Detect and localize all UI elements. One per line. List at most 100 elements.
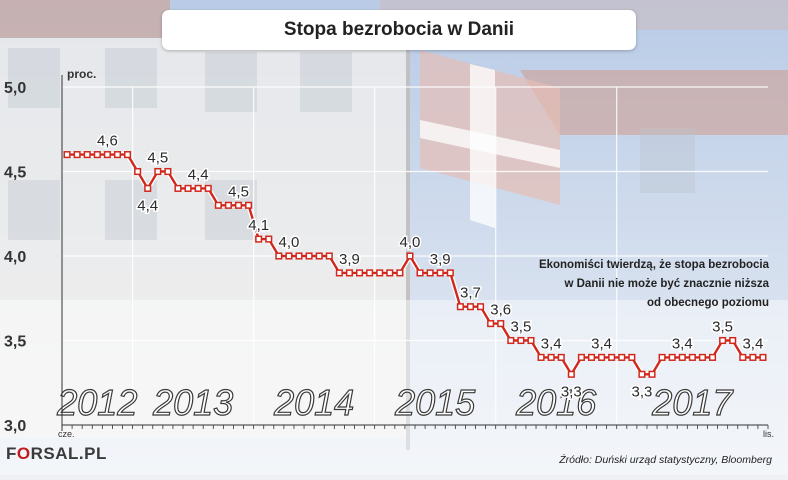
- data-point: [416, 269, 424, 277]
- data-point: [456, 303, 464, 311]
- data-point: [295, 252, 303, 260]
- logo-text-prefix: F: [6, 444, 17, 463]
- year-label: 2014: [273, 382, 354, 423]
- data-point: [567, 370, 575, 378]
- x-start-label: cze.: [58, 429, 75, 439]
- data-point: [719, 336, 727, 345]
- source-note: Źródło: Duński urząd statystyczny, Bloom…: [559, 454, 772, 466]
- chart-title-box: Stopa bezrobocia w Danii: [162, 10, 636, 50]
- data-point: [144, 184, 152, 192]
- data-label: 4,0: [278, 234, 299, 251]
- data-label: 3,4: [541, 335, 562, 352]
- series-line: [67, 152, 763, 377]
- data-point: [678, 353, 686, 361]
- data-label: 4,1: [248, 217, 269, 234]
- data-point: [154, 167, 162, 176]
- data-point: [285, 252, 293, 260]
- data-label: 3,9: [430, 251, 451, 268]
- data-point: [446, 269, 454, 277]
- data-point: [103, 151, 111, 159]
- y-tick-label: 4,5: [4, 165, 26, 182]
- data-label: 3,4: [742, 335, 763, 352]
- data-point: [124, 151, 132, 159]
- series-line-path: [67, 153, 763, 376]
- data-point: [466, 303, 475, 311]
- data-point: [184, 184, 192, 192]
- data-label: 4,4: [188, 166, 209, 183]
- data-label: 4,5: [147, 150, 168, 167]
- data-label: 3,4: [591, 335, 612, 352]
- y-tick-label: 5,0: [4, 80, 26, 97]
- data-point: [204, 184, 212, 192]
- data-point: [255, 235, 263, 243]
- y-tick-label: 4,0: [4, 249, 26, 266]
- data-label: 3,3: [631, 383, 652, 400]
- data-point: [487, 320, 495, 328]
- data-point: [275, 252, 283, 260]
- data-point: [83, 151, 91, 159]
- data-point: [648, 370, 656, 378]
- data-point: [265, 235, 273, 243]
- data-point: [93, 151, 101, 159]
- data-point: [688, 353, 696, 361]
- data-point: [174, 184, 182, 192]
- data-point: [366, 269, 374, 277]
- data-point: [386, 269, 394, 277]
- data-point: [396, 269, 404, 277]
- data-point: [628, 353, 636, 361]
- data-point: [325, 252, 333, 260]
- data-point: [729, 336, 737, 345]
- data-point: [517, 336, 525, 345]
- year-label: 2012: [56, 382, 137, 423]
- data-label: 4,5: [228, 183, 249, 200]
- data-label: 4,0: [400, 234, 421, 251]
- data-point: [113, 151, 122, 159]
- data-point: [305, 252, 313, 260]
- year-label: 2015: [394, 382, 476, 423]
- data-point: [577, 353, 585, 361]
- data-point: [598, 353, 606, 361]
- data-point: [245, 201, 253, 209]
- chart-title: Stopa bezrobocia w Danii: [283, 19, 515, 40]
- year-label: 2013: [152, 382, 233, 423]
- data-label: 3,5: [712, 319, 733, 336]
- data-point: [668, 353, 676, 361]
- annotation-text: Ekonomiści twierdzą, że stopa bezrobocia…: [535, 256, 769, 313]
- data-point: [477, 303, 485, 311]
- data-point: [376, 269, 384, 277]
- data-label: 3,3: [561, 383, 582, 400]
- data-point: [608, 353, 616, 361]
- year-label: 2016: [515, 382, 597, 423]
- x-end-label: lis.: [763, 429, 774, 439]
- data-point: [698, 353, 706, 361]
- y-tick-label: 3,0: [4, 418, 26, 435]
- data-label: 3,7: [460, 285, 481, 302]
- data-point: [164, 167, 172, 176]
- data-point: [214, 201, 222, 209]
- data-point: [234, 201, 243, 209]
- data-point: [537, 353, 545, 361]
- data-labels: 4,64,44,54,44,54,14,03,94,03,93,73,63,53…: [95, 131, 764, 402]
- data-point: [547, 353, 555, 361]
- data-point: [759, 353, 767, 361]
- data-label: 4,4: [137, 197, 158, 214]
- data-point: [315, 252, 323, 260]
- annotation-line: od obecnego poziomu: [646, 297, 769, 309]
- data-point: [638, 370, 646, 378]
- y-tick-label: 3,5: [4, 334, 26, 351]
- data-point: [658, 353, 666, 361]
- data-label: 4,6: [97, 133, 118, 150]
- data-point: [134, 167, 142, 176]
- data-point: [345, 269, 353, 277]
- chart-grid: [62, 86, 768, 425]
- data-point: [557, 353, 565, 361]
- data-point: [507, 336, 515, 345]
- data-point: [355, 269, 364, 277]
- data-point: [527, 336, 535, 345]
- data-point: [497, 320, 505, 328]
- year-label: 2017: [651, 382, 734, 423]
- year-labels: 2012 2013 2014 2015 2016 2017: [56, 381, 735, 423]
